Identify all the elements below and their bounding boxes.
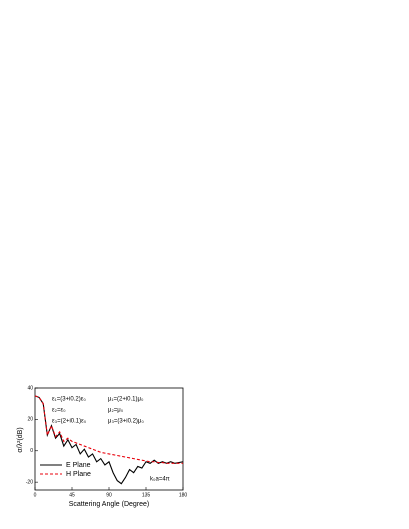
y-tick-label: 20	[27, 417, 33, 423]
annotation: μ₃=(3+i0.2)μ₀	[108, 419, 144, 425]
y-tick-label: -20	[26, 479, 33, 485]
y-tick-label: 0	[30, 448, 33, 454]
annotation: μ₁=(2+i0.1)μ₀	[108, 397, 144, 403]
annotation: μ₂=μ₀	[108, 408, 124, 414]
y-tick-label: 40	[27, 385, 33, 391]
annotation: ε₁=(3+i0.2)ε₀	[52, 397, 86, 403]
annotation: ε₂=ε₀	[52, 408, 66, 414]
plot-frame	[34, 387, 184, 491]
x-tick-label: 135	[142, 492, 151, 498]
x-tick-label: 0	[34, 492, 37, 498]
x-tick-label: 90	[106, 492, 112, 498]
y-axis-label: σ/λ²(dB)	[17, 427, 24, 452]
annotation: ε₃=(2+i0.1)ε₀	[52, 419, 87, 425]
annotation: k₀a=4π	[150, 477, 170, 483]
legend-label: H Plane	[66, 471, 91, 478]
data-line	[34, 395, 184, 485]
x-axis-label: Scattering Angle (Degree)	[69, 501, 150, 508]
x-tick-label: 180	[179, 492, 188, 498]
data-line	[34, 395, 183, 464]
legend-label: E Plane	[66, 462, 91, 469]
x-tick-label: 45	[69, 492, 75, 498]
